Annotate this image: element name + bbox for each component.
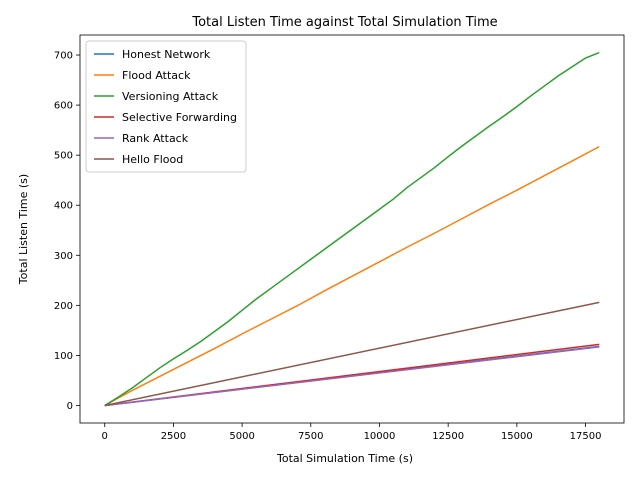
x-tick-label: 12500 [432, 431, 464, 442]
y-axis-label: Total Listen Time (s) [17, 174, 30, 285]
plot-lines [104, 51, 600, 407]
x-axis: 0 2500 5000 7500 10000 12500 15000 17500 [102, 423, 602, 442]
legend-label: Flood Attack [122, 69, 191, 82]
series-line-5 [104, 301, 600, 407]
plot-frame [79, 34, 625, 424]
legend-label: Rank Attack [122, 132, 189, 145]
x-tick-label: 5000 [229, 431, 254, 442]
legend: Honest Network Flood Attack Versioning Att… [85, 40, 247, 173]
x-axis-label: Total Simulation Time (s) [276, 452, 413, 465]
x-tick-label: 17500 [570, 431, 602, 442]
y-tick-label: 0 [67, 401, 73, 412]
y-tick-label: 400 [54, 201, 73, 212]
legend-label: Honest Network [122, 48, 211, 61]
x-tick-label: 10000 [364, 431, 396, 442]
x-tick-label: 7500 [298, 431, 323, 442]
y-tick-label: 300 [54, 251, 73, 262]
x-tick-label: 2500 [161, 431, 186, 442]
y-axis: 0 100 200 300 400 500 600 700 [54, 51, 80, 412]
y-tick-label: 500 [54, 151, 73, 162]
legend-box [85, 40, 247, 173]
y-tick-label: 600 [54, 101, 73, 112]
series-line-1 [104, 145, 600, 407]
legend-label: Hello Flood [122, 153, 183, 166]
y-tick-label: 200 [54, 301, 73, 312]
x-tick-label: 0 [102, 431, 108, 442]
series-line-2 [104, 51, 600, 407]
chart-title: Total Listen Time against Total Simulati… [191, 15, 497, 30]
series-line-4 [104, 346, 600, 407]
x-tick-label: 15000 [501, 431, 533, 442]
y-tick-label: 700 [54, 51, 73, 62]
y-tick-label: 100 [54, 351, 73, 362]
legend-label: Selective Forwarding [122, 111, 237, 124]
legend-label: Versioning Attack [122, 90, 219, 103]
